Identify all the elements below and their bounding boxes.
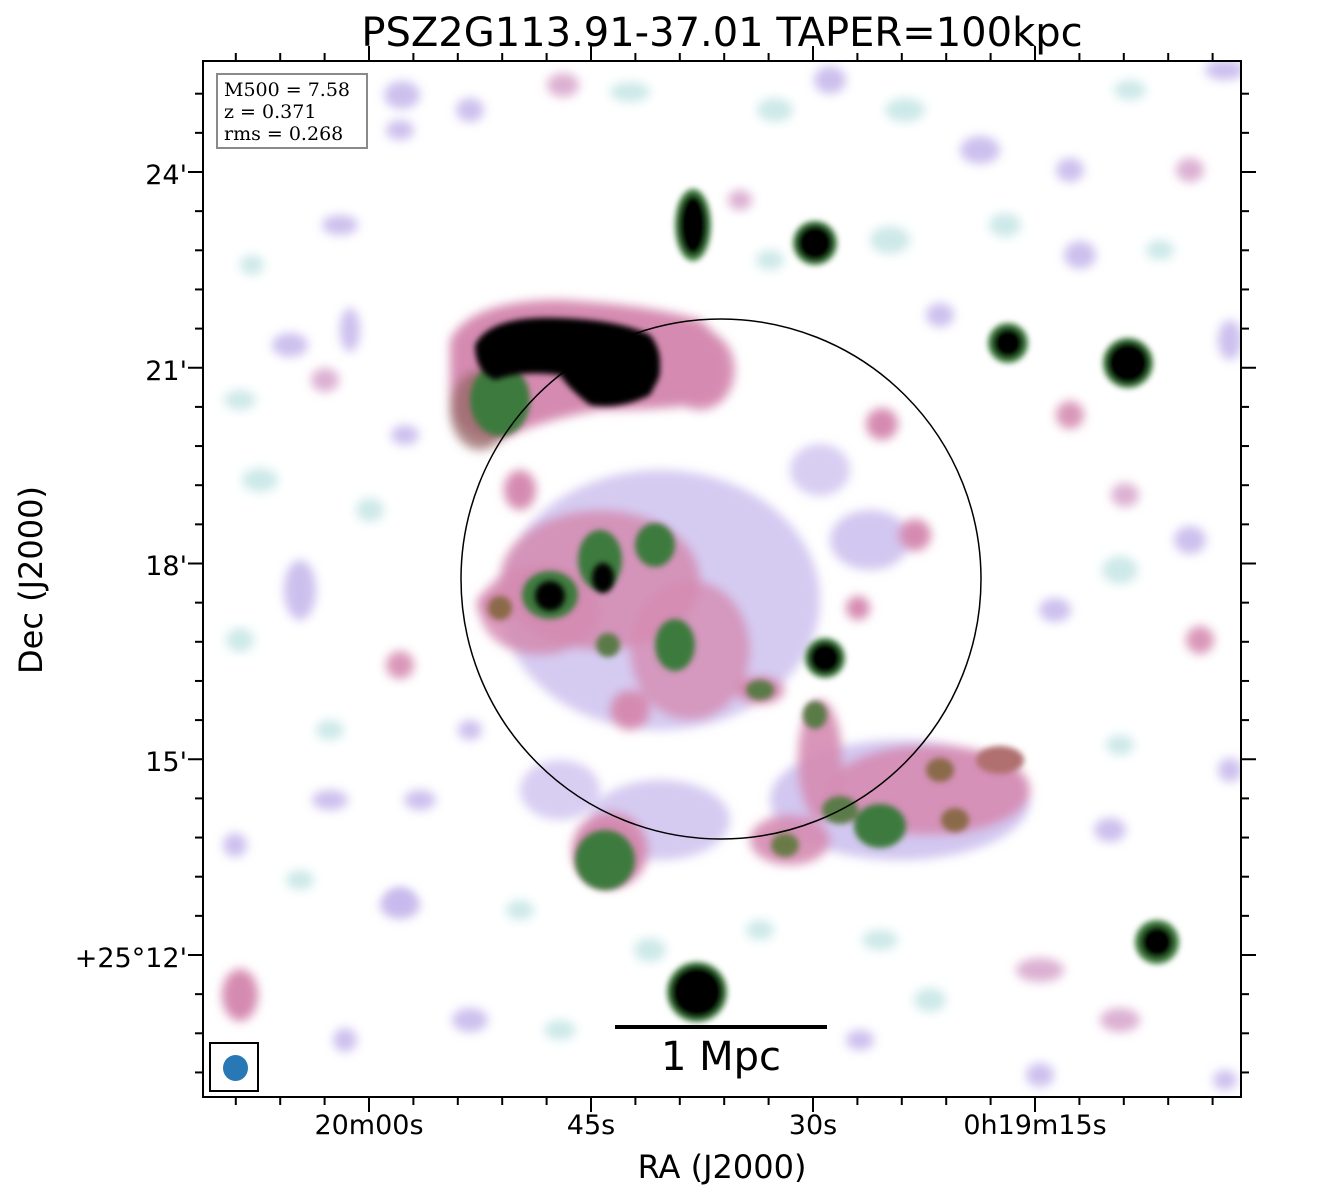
radio-image [202, 60, 1242, 1098]
info-box: M500 = 7.58 z = 0.371 rms = 0.268 [216, 73, 368, 149]
image-title: PSZ2G113.91-37.01 TAPER=100kpc [361, 10, 1083, 56]
x-tick-label: 0h19m15s [963, 1110, 1107, 1141]
scale-bar-label: 1 Mpc [660, 1034, 782, 1080]
x-tick-label: 20m00s [314, 1110, 424, 1141]
rms-label: rms = 0.268 [224, 123, 344, 145]
y-tick-label: +25°12' [74, 943, 187, 974]
beam-ellipse [223, 1055, 248, 1081]
extended-emission [222, 300, 1030, 1021]
beam-box [209, 1042, 259, 1092]
y-tick-label: 24' [145, 160, 187, 191]
y-tick-label: 18' [145, 551, 187, 582]
x-tick-label: 45s [566, 1110, 616, 1141]
y-axis-title: Dec (J2000) [12, 486, 50, 674]
emission-map [222, 60, 1242, 1090]
x-axis-title: RA (J2000) [637, 1148, 807, 1186]
mass-label: M500 = 7.58 [224, 79, 351, 101]
y-tick-label: 21' [145, 356, 187, 387]
compact-sources [475, 189, 1179, 1022]
redshift-label: z = 0.371 [224, 101, 317, 123]
y-tick-label: 15' [145, 747, 187, 778]
scale-bar [615, 1025, 827, 1029]
x-tick-label: 30s [788, 1110, 838, 1141]
r500-circle [460, 318, 982, 840]
